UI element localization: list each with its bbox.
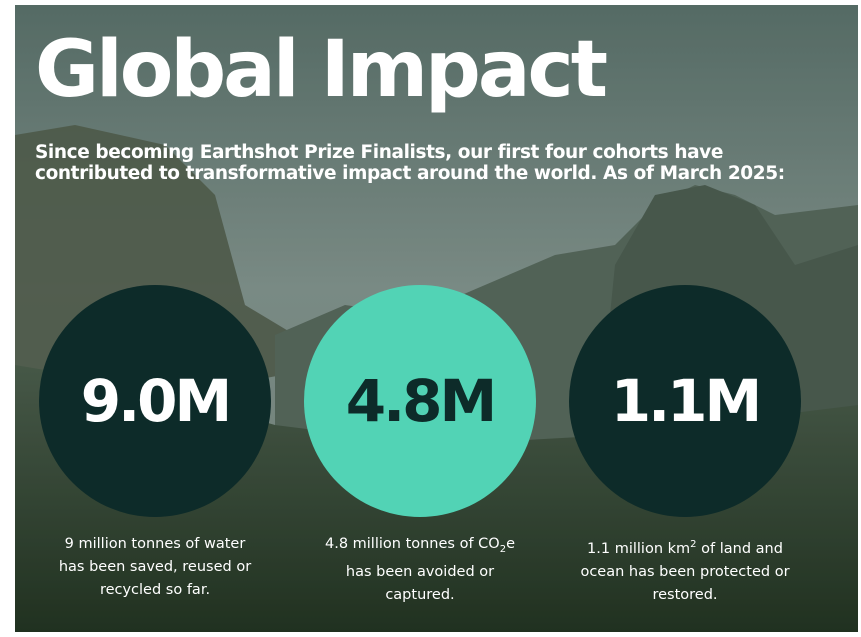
description-text: e has been avoided or captured. (345, 536, 516, 603)
stat-circle: 1.1M (569, 285, 801, 517)
description-text: of land and ocean has been protected or … (580, 540, 790, 603)
subtitle: Since becoming Earthshot Prize Finalists… (35, 142, 785, 184)
stat-description: 1.1 million km2 of land and ocean has be… (580, 533, 790, 607)
description-text: 9 million tonnes of water has been saved… (58, 536, 252, 598)
stat-description: 9 million tonnes of water has been saved… (50, 533, 260, 602)
description-text: 2 (499, 543, 507, 555)
infographic: Global Impact Since becoming Earthshot P… (15, 5, 858, 632)
stat-value: 1.1M (610, 367, 762, 435)
description-text: 2 (690, 539, 697, 550)
stat-circle: 9.0M (39, 285, 271, 517)
description-text: 4.8 million tonnes of CO (324, 536, 500, 552)
stat-value: 4.8M (345, 367, 497, 435)
description-text: 1.1 million km (587, 540, 691, 557)
stat-circle: 4.8M (304, 285, 536, 517)
stat-value: 9.0M (80, 367, 232, 435)
stat-description: 4.8 million tonnes of CO2e has been avoi… (315, 533, 525, 607)
title: Global Impact (35, 25, 608, 115)
